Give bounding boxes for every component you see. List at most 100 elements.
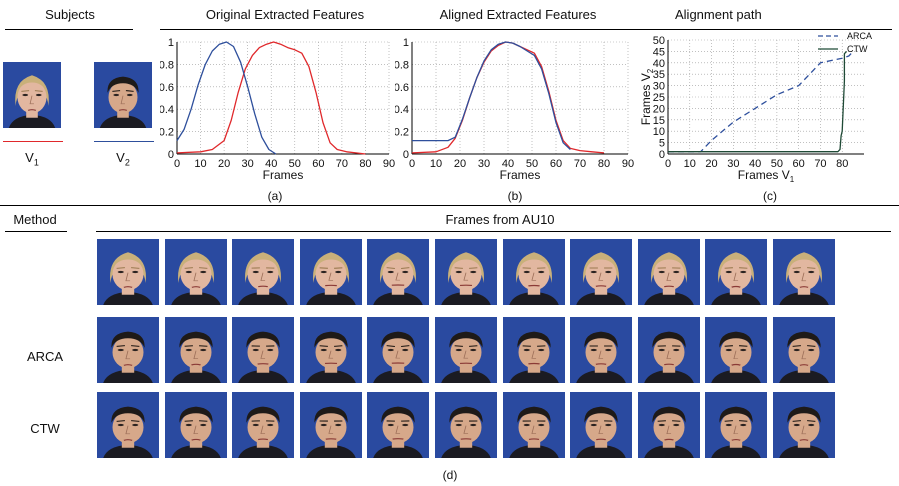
- y-tick-label: 5: [659, 138, 665, 150]
- frame-arca: [97, 317, 159, 383]
- frames-header-rule: [96, 231, 891, 232]
- y-tick-label: 35: [653, 69, 665, 81]
- y-tick-label: 0.8: [395, 59, 409, 71]
- x-axis-label: Frames: [500, 168, 541, 182]
- y-tick-label: 10: [653, 126, 665, 138]
- method-header: Method: [13, 212, 57, 227]
- series-line-ctw: [668, 50, 848, 153]
- x-tick-label: 80: [598, 158, 610, 170]
- x-tick-label: 10: [194, 158, 206, 170]
- frame-ctw: [773, 392, 835, 458]
- v2-label: V2: [116, 150, 130, 168]
- frame-ctw: [502, 392, 565, 458]
- frame-ctw: [164, 392, 227, 458]
- x-tick-label: 40: [265, 158, 277, 170]
- original-features-header: Original Extracted Features: [205, 7, 365, 22]
- subject-v2-face: [94, 62, 152, 128]
- y-tick-label: 45: [653, 46, 665, 58]
- y-tick-label: 0.6: [395, 82, 409, 94]
- x-tick-label: 60: [312, 158, 324, 170]
- frame-arca: [570, 317, 633, 383]
- v2-color-line: [94, 141, 154, 142]
- x-tick-label: 0: [174, 158, 180, 170]
- charts-header-rule: [160, 29, 892, 30]
- panel-label-c: (c): [763, 189, 777, 203]
- x-tick-label: 70: [336, 158, 348, 170]
- method-label-ctw: CTW: [30, 421, 60, 436]
- frame-v1: [637, 239, 700, 305]
- y-tick-label: 1: [168, 37, 174, 49]
- y-axis-label: Frames V2: [640, 68, 655, 125]
- chart-original-features: 0 10 20 30 40 50 60 70 80 90 0 0.2 0.4 0.6 0.8 1 Frames: [160, 37, 395, 182]
- series-line-arca: [668, 50, 854, 153]
- frame-arca: [299, 317, 362, 383]
- frame-arca: [164, 317, 227, 383]
- subjects-header: Subjects: [45, 7, 95, 22]
- x-tick-label: 90: [383, 158, 395, 170]
- x-tick-label: 70: [574, 158, 586, 170]
- frame-ctw: [637, 392, 700, 458]
- y-tick-label: 0.4: [160, 104, 174, 116]
- series-line-v2: [176, 41, 277, 155]
- y-tick-label: 0.2: [160, 127, 174, 139]
- frame-arca: [232, 317, 295, 383]
- y-tick-label: 0.6: [160, 82, 174, 94]
- x-tick-label: 50: [771, 158, 783, 170]
- series-line-v1: [176, 41, 366, 155]
- x-tick-label: 40: [502, 158, 514, 170]
- y-tick-label: 15: [653, 115, 665, 127]
- frame-ctw: [232, 392, 295, 458]
- aligned-features-header: Aligned Extracted Features: [439, 7, 597, 22]
- legend-label: ARCA: [847, 31, 872, 41]
- x-tick-label: 60: [550, 158, 562, 170]
- y-tick-label: 20: [653, 103, 665, 115]
- x-tick-label: 90: [622, 158, 634, 170]
- chart-aligned-features: 0 10 20 30 40 50 60 70 80 90 0 0.2 0.4 0.6 0.8 1 Frames: [395, 37, 634, 182]
- legend-label: CTW: [847, 44, 868, 54]
- x-tick-label: 0: [665, 158, 671, 170]
- y-tick-label: 30: [653, 81, 665, 93]
- frame-v1: [232, 239, 295, 305]
- frame-arca: [637, 317, 700, 383]
- x-axis-label: Frames: [263, 168, 304, 182]
- frame-ctw: [570, 392, 633, 458]
- method-label-arca: ARCA: [26, 349, 64, 364]
- frame-v1: [502, 239, 565, 305]
- x-tick-label: 70: [814, 158, 826, 170]
- frame-arca: [773, 317, 835, 383]
- x-tick-label: 30: [478, 158, 490, 170]
- y-tick-label: 1: [403, 37, 409, 49]
- frame-ctw: [299, 392, 362, 458]
- x-tick-label: 30: [242, 158, 254, 170]
- frame-arca: [705, 317, 768, 383]
- x-tick-label: 10: [684, 158, 696, 170]
- v1-color-line: [3, 141, 63, 142]
- x-tick-label: 20: [705, 158, 717, 170]
- frame-arca: [435, 317, 497, 383]
- x-tick-label: 0: [409, 158, 415, 170]
- v1-label: V1: [25, 150, 39, 168]
- x-tick-label: 20: [218, 158, 230, 170]
- frame-v1: [570, 239, 633, 305]
- x-tick-label: 80: [836, 158, 848, 170]
- x-tick-label: 60: [793, 158, 805, 170]
- frame-v1: [164, 239, 227, 305]
- y-tick-label: 50: [653, 35, 665, 47]
- x-tick-label: 40: [749, 158, 761, 170]
- frames-au10-header: Frames from AU10: [445, 212, 555, 227]
- series-line-v2: [412, 41, 571, 150]
- x-tick-label: 10: [430, 158, 442, 170]
- frame-ctw: [367, 392, 430, 458]
- x-tick-label: 50: [289, 158, 301, 170]
- panel-label-b: (b): [507, 189, 523, 203]
- y-tick-label: 40: [653, 58, 665, 70]
- frame-v1: [367, 239, 430, 305]
- y-tick-label: 0: [403, 149, 409, 161]
- x-axis-label: Frames V1: [738, 168, 795, 184]
- frame-v1: [705, 239, 768, 305]
- y-tick-label: 0: [168, 149, 174, 161]
- frame-ctw: [435, 392, 497, 458]
- frame-arca: [502, 317, 565, 383]
- y-tick-label: 0: [659, 149, 665, 161]
- method-header-rule: [5, 231, 67, 232]
